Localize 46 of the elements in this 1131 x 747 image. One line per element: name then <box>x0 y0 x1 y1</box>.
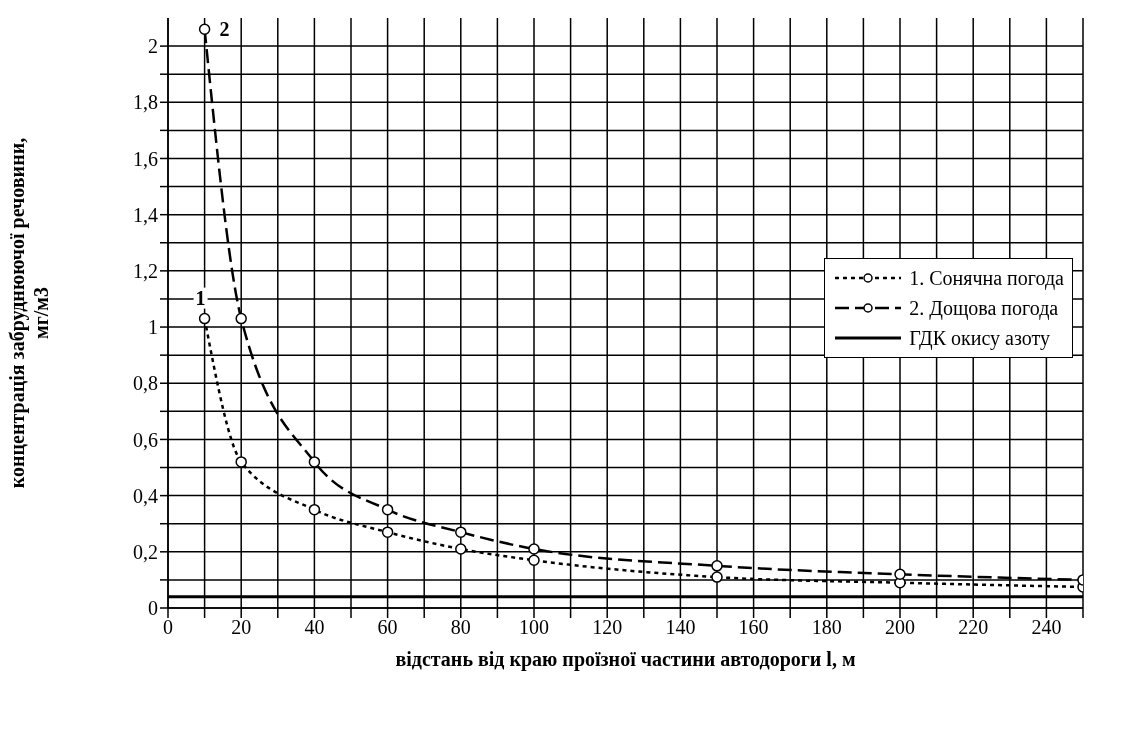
y-tick-label: 0 <box>148 597 158 620</box>
y-tick-label: 1,6 <box>133 147 158 170</box>
x-tick-label: 240 <box>1031 616 1062 639</box>
legend-label: 2. Дощова погода <box>909 296 1059 320</box>
point <box>455 526 467 538</box>
annotation: 2 <box>219 18 230 41</box>
y-tick-label: 1,8 <box>133 91 158 114</box>
x-tick-label: 220 <box>958 616 989 639</box>
y-axis-title: концентрація забруднюючої речовини, мг/м3 <box>6 137 52 489</box>
x-tick-label: 180 <box>811 616 842 639</box>
y-tick-label: 2 <box>148 35 158 58</box>
point <box>528 554 540 566</box>
point <box>235 456 247 468</box>
y-tick-label: 1,2 <box>133 259 158 282</box>
y-tick-label: 1,4 <box>133 203 158 226</box>
point <box>894 568 906 581</box>
x-tick-label: 20 <box>231 616 252 639</box>
x-tick-label: 60 <box>377 616 398 639</box>
x-tick-label: 0 <box>163 616 173 639</box>
point <box>198 312 211 325</box>
point <box>455 543 467 555</box>
point <box>198 23 211 35</box>
y-tick-label: 0,4 <box>133 484 158 507</box>
point <box>308 456 321 468</box>
x-tick-label: 200 <box>885 616 915 639</box>
y-tick-label: 0,2 <box>133 540 158 563</box>
annotation: 1 <box>195 286 206 309</box>
point <box>528 543 540 555</box>
x-tick-label: 140 <box>665 616 696 639</box>
x-tick-label: 120 <box>592 616 623 639</box>
point <box>381 526 394 538</box>
y-tick-label: 0,8 <box>133 372 158 395</box>
y-tick-label: 0,6 <box>133 428 158 451</box>
x-tick-label: 160 <box>738 616 769 639</box>
point <box>235 312 247 325</box>
x-tick-label: 80 <box>450 616 471 639</box>
x-tick-label: 100 <box>519 616 549 639</box>
x-axis-title: відстань від краю проїзної частини автодороги l, м <box>395 648 856 671</box>
point <box>711 571 723 583</box>
legend-label: 1. Сонячна погода <box>909 266 1064 290</box>
point <box>308 503 321 516</box>
y-tick-label: 1 <box>148 316 158 339</box>
point <box>711 560 723 572</box>
point <box>381 503 394 516</box>
x-tick-label: 40 <box>304 616 325 639</box>
legend-label: ГДК окису азоту <box>909 326 1050 350</box>
